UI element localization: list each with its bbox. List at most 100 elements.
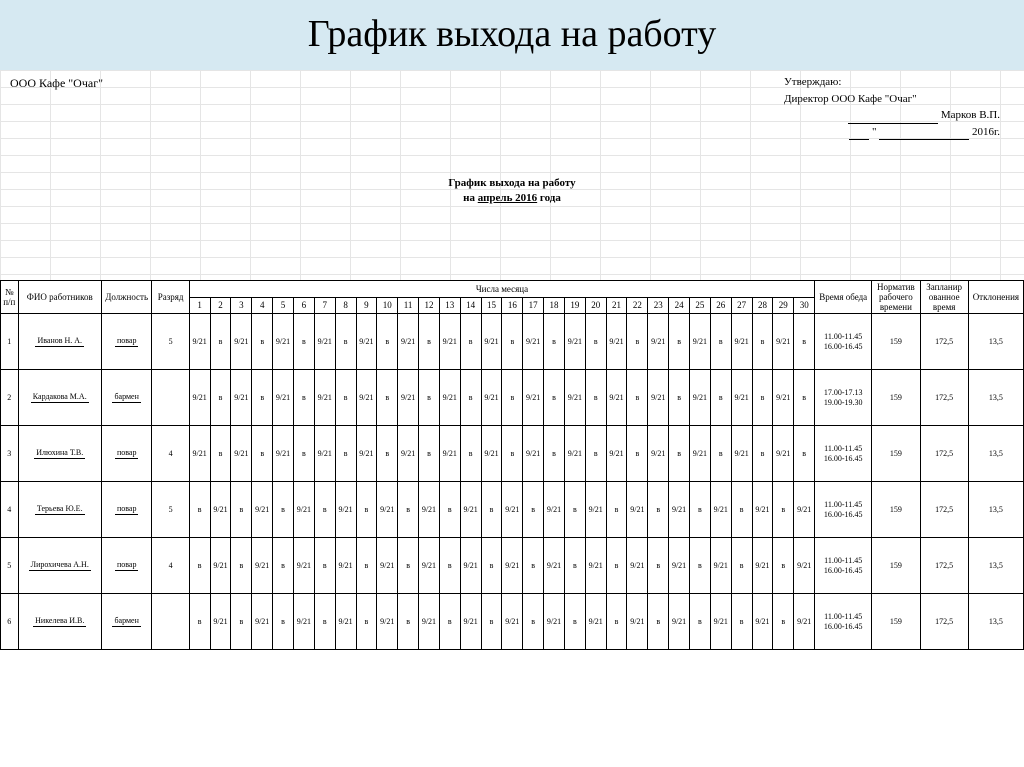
cell-day: 9/21 — [273, 426, 294, 482]
cell-rank: 5 — [152, 314, 189, 370]
col-day: 29 — [773, 297, 794, 314]
cell-day: в — [564, 538, 585, 594]
table-row: 3Илюхина Т.В.повар49/21в9/21в9/21в9/21в9… — [1, 426, 1024, 482]
cell-plan: 172,5 — [920, 594, 968, 650]
cell-day: 9/21 — [502, 482, 523, 538]
cell-norm: 159 — [872, 370, 920, 426]
cell-day: 9/21 — [794, 482, 815, 538]
cell-day: 9/21 — [189, 426, 210, 482]
cell-num: 3 — [1, 426, 19, 482]
col-plan: Запланир ованное время — [920, 281, 968, 314]
cell-day: в — [419, 426, 440, 482]
col-day: 18 — [544, 297, 565, 314]
cell-day: в — [398, 594, 419, 650]
cell-day: в — [773, 482, 794, 538]
cell-day: в — [481, 538, 502, 594]
cell-plan: 172,5 — [920, 538, 968, 594]
cell-day: 9/21 — [398, 370, 419, 426]
cell-day: в — [356, 538, 377, 594]
cell-day: 9/21 — [585, 482, 606, 538]
cell-day: 9/21 — [648, 426, 669, 482]
cell-day: в — [293, 370, 314, 426]
cell-day: 9/21 — [439, 426, 460, 482]
col-position: Должность — [101, 281, 151, 314]
cell-day: 9/21 — [419, 538, 440, 594]
col-day: 30 — [794, 297, 815, 314]
cell-day: в — [752, 426, 773, 482]
cell-day: в — [564, 594, 585, 650]
cell-day: в — [794, 314, 815, 370]
cell-dev: 13,5 — [968, 594, 1023, 650]
cell-day: 9/21 — [481, 426, 502, 482]
cell-position: повар — [101, 482, 151, 538]
cell-day: 9/21 — [627, 482, 648, 538]
cell-day: в — [731, 538, 752, 594]
cell-rank — [152, 370, 189, 426]
cell-day: в — [335, 314, 356, 370]
cell-day: в — [585, 314, 606, 370]
cell-day: 9/21 — [439, 370, 460, 426]
cell-day: 9/21 — [544, 482, 565, 538]
col-fio: ФИО работников — [18, 281, 101, 314]
cell-num: 5 — [1, 538, 19, 594]
cell-day: 9/21 — [460, 538, 481, 594]
page-title: График выхода на работу — [0, 0, 1024, 70]
cell-fio: Илюхина Т.В. — [18, 426, 101, 482]
cell-lunch: 11.00-11.4516.00-16.45 — [815, 426, 872, 482]
cell-num: 2 — [1, 370, 19, 426]
cell-day: 9/21 — [335, 594, 356, 650]
cell-day: 9/21 — [564, 370, 585, 426]
cell-day: в — [627, 426, 648, 482]
table-row: 2Кардакова М.А.бармен9/21в9/21в9/21в9/21… — [1, 370, 1024, 426]
cell-day: в — [273, 482, 294, 538]
cell-day: 9/21 — [606, 314, 627, 370]
table-row: 1Иванов Н. А.повар59/21в9/21в9/21в9/21в9… — [1, 314, 1024, 370]
cell-fio: Терьева Ю.Е. — [18, 482, 101, 538]
cell-day: в — [710, 426, 731, 482]
col-day: 9 — [356, 297, 377, 314]
cell-day: 9/21 — [585, 538, 606, 594]
cell-day: в — [773, 594, 794, 650]
cell-day: 9/21 — [731, 426, 752, 482]
cell-day: 9/21 — [293, 482, 314, 538]
cell-day: в — [585, 370, 606, 426]
col-day: 17 — [523, 297, 544, 314]
cell-day: 9/21 — [356, 314, 377, 370]
cell-day: 9/21 — [773, 370, 794, 426]
cell-plan: 172,5 — [920, 482, 968, 538]
organization-name: ООО Кафе "Очаг" — [10, 76, 103, 91]
cell-day: в — [398, 538, 419, 594]
approval-block: Утверждаю: Директор ООО Кафе "Очаг" Марк… — [784, 74, 1004, 140]
cell-day: в — [210, 314, 231, 370]
cell-day: 9/21 — [585, 594, 606, 650]
cell-day: в — [210, 426, 231, 482]
cell-day: в — [252, 370, 273, 426]
cell-day: 9/21 — [398, 426, 419, 482]
cell-day: 9/21 — [794, 594, 815, 650]
col-day: 15 — [481, 297, 502, 314]
col-day: 3 — [231, 297, 252, 314]
col-day: 23 — [648, 297, 669, 314]
cell-day: в — [690, 538, 711, 594]
col-num: № п/п — [1, 281, 19, 314]
cell-day: 9/21 — [669, 482, 690, 538]
col-day: 5 — [273, 297, 294, 314]
cell-day: в — [544, 314, 565, 370]
cell-day: в — [564, 482, 585, 538]
caption-line1: График выхода на работу — [0, 176, 1024, 191]
cell-day: в — [377, 426, 398, 482]
cell-day: в — [439, 538, 460, 594]
approval-name: Марков В.П. — [941, 109, 1000, 121]
cell-plan: 172,5 — [920, 370, 968, 426]
cell-dev: 13,5 — [968, 538, 1023, 594]
cell-day: в — [502, 426, 523, 482]
cell-day: в — [460, 314, 481, 370]
table-row: 4Терьева Ю.Е.повар5в9/21в9/21в9/21в9/21в… — [1, 482, 1024, 538]
col-day: 28 — [752, 297, 773, 314]
cell-day: в — [731, 594, 752, 650]
cell-day: в — [273, 594, 294, 650]
cell-norm: 159 — [872, 314, 920, 370]
cell-day: 9/21 — [773, 314, 794, 370]
cell-day: в — [606, 538, 627, 594]
cell-day: в — [439, 594, 460, 650]
